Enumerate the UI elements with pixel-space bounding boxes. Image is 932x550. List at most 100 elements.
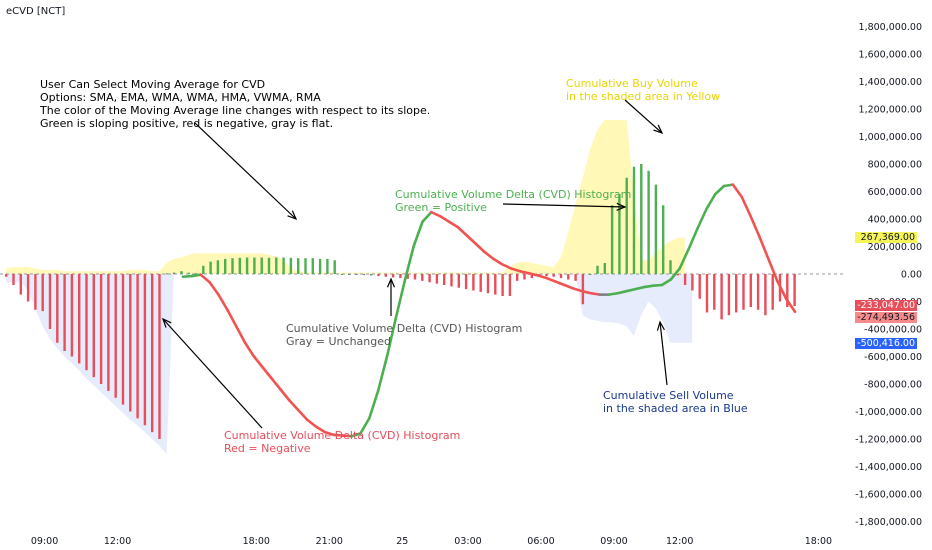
histogram-bar <box>165 273 168 275</box>
histogram-bar <box>48 274 52 329</box>
ma-line-segment <box>243 341 256 358</box>
annotation-line: in the shaded area in Yellow <box>566 90 721 103</box>
arrow-red <box>162 318 263 429</box>
y-tick-label: -1,400,000.00 <box>855 462 922 473</box>
annotation-line: Cumulative Buy Volume <box>566 77 698 90</box>
histogram-bar <box>151 274 154 433</box>
histogram-bar <box>516 274 519 281</box>
histogram-bar <box>391 274 395 278</box>
histogram-bar <box>377 274 380 277</box>
histogram-bars <box>5 164 796 439</box>
histogram-bar <box>691 274 694 291</box>
ma-line-segment <box>740 195 752 218</box>
histogram-bar <box>275 257 278 274</box>
x-tick-label: 06:00 <box>527 536 554 547</box>
y-axis: 1,800,000.00 1,600,000.00 1,400,000.00 1,20… <box>855 22 922 528</box>
indicator-title: eCVD [NCT] <box>6 6 66 17</box>
price-badge: 267,369.00 <box>855 232 917 243</box>
annotation-line: Red = Negative <box>224 442 311 455</box>
ma-line-segment <box>385 316 398 358</box>
annotation-moving-average: User Can Select Moving Average for CVD Op… <box>40 78 430 130</box>
histogram-bar <box>581 274 585 305</box>
y-tick-label: -1,200,000.00 <box>855 435 922 446</box>
ma-line-segment <box>359 417 371 435</box>
histogram-bar <box>26 274 30 302</box>
y-tick-label: 800,000.00 <box>868 160 922 171</box>
ma-line-segment <box>625 287 637 293</box>
y-tick-label: 1,600,000.00 <box>859 50 922 61</box>
histogram-bar <box>464 274 468 290</box>
histogram-bar <box>311 258 314 274</box>
histogram-bar <box>610 205 614 274</box>
histogram-bar <box>662 205 665 274</box>
histogram-bar <box>107 274 110 391</box>
histogram-bar <box>121 274 125 405</box>
histogram-bar <box>399 274 402 279</box>
ma-line-segment <box>350 432 362 438</box>
ma-line-segment <box>332 433 344 437</box>
histogram-bar <box>34 274 37 310</box>
histogram-bar <box>78 274 81 364</box>
ma-line-segment <box>367 389 380 420</box>
histogram-bar <box>289 257 293 274</box>
buy-volume-area <box>6 120 685 274</box>
histogram-bar <box>530 274 533 279</box>
ma-line-segment <box>731 183 744 199</box>
y-tick-label: -400,000.00 <box>864 325 922 336</box>
ma-line-segment <box>775 279 788 301</box>
annotation-red-histogram: Cumulative Volume Delta (CVD) Histogram R… <box>224 429 460 455</box>
histogram-bar <box>771 274 774 310</box>
histogram-bar <box>698 274 701 299</box>
ma-line-segment <box>589 291 602 296</box>
ma-line-segment <box>279 388 291 402</box>
annotation-line: The color of the Moving Average line cha… <box>40 104 431 117</box>
histogram-bar <box>41 274 44 312</box>
ma-line-segment <box>642 284 655 289</box>
annotation-arrows <box>161 99 668 429</box>
annotation-line: Options: SMA, EMA, WMA, WMA, HMA, VWMA, … <box>40 91 321 104</box>
histogram-bar <box>297 258 300 274</box>
ma-line-segment <box>722 183 735 188</box>
histogram-bar <box>552 274 555 277</box>
arrow-ma-head <box>287 210 298 221</box>
histogram-bar <box>158 274 161 439</box>
histogram-bar <box>136 274 139 419</box>
ma-line-segment <box>554 280 566 287</box>
ma-line-segment <box>252 355 265 369</box>
ma-line-segment <box>199 273 211 284</box>
ma-line-segment <box>226 308 238 328</box>
histogram-bar <box>209 261 212 274</box>
x-tick-label: 18:00 <box>243 536 270 547</box>
histogram-bar <box>450 274 453 287</box>
arrow-green-head <box>616 202 627 211</box>
histogram-bar <box>618 194 621 274</box>
histogram-bar <box>727 274 731 316</box>
annotation-line: Green is sloping positive, red is negati… <box>40 117 334 130</box>
histogram-bar <box>143 274 147 426</box>
histogram-bar <box>318 258 322 274</box>
histogram-bar <box>735 274 738 313</box>
ma-line-segment <box>181 274 194 279</box>
histogram-bar <box>267 257 271 274</box>
histogram-bar <box>435 274 439 284</box>
histogram-bar <box>129 274 132 412</box>
price-badge: -500,416.00 <box>855 338 917 349</box>
ma-line-segment <box>758 235 770 261</box>
arrow-buy-head <box>653 124 664 135</box>
ma-line-segment <box>784 297 797 314</box>
ma-line-segment <box>270 377 282 391</box>
arrow-buy <box>624 99 663 134</box>
histogram-bar <box>603 263 606 274</box>
histogram-bar <box>574 274 577 281</box>
ma-line-segment <box>687 227 699 251</box>
histogram-bar <box>282 257 285 274</box>
x-tick-label: 21:00 <box>316 536 343 547</box>
histogram-bar <box>326 258 329 274</box>
histogram-bar <box>720 274 723 320</box>
ma-line-segment <box>545 276 557 283</box>
ma-line-segment <box>705 192 717 211</box>
histogram-bar <box>676 274 679 276</box>
y-tick-label: 200,000.00 <box>868 242 922 253</box>
ma-line-segment <box>527 272 540 277</box>
histogram-bar <box>56 274 59 343</box>
